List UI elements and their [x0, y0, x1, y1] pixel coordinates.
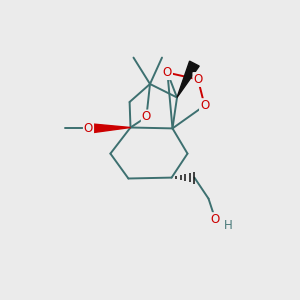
Polygon shape	[177, 61, 199, 98]
Text: O: O	[84, 122, 93, 135]
Text: O: O	[142, 110, 151, 124]
Polygon shape	[88, 124, 130, 133]
Text: H: H	[224, 219, 233, 232]
Text: O: O	[163, 66, 172, 79]
Text: O: O	[211, 213, 220, 226]
Text: O: O	[200, 99, 209, 112]
Text: O: O	[194, 73, 202, 86]
